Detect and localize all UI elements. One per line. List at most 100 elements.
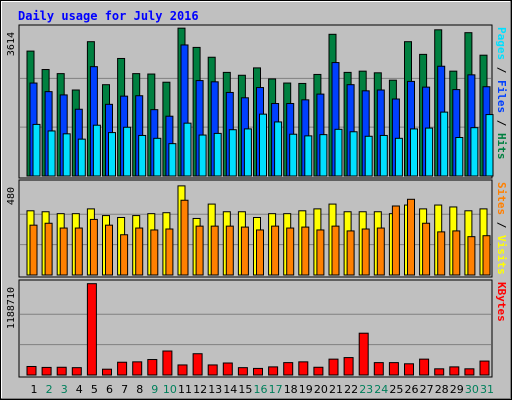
pages-bar-day-25 [394,137,403,177]
kbytes-bar-day-2 [41,366,52,376]
day-label-3: 3 [61,383,68,396]
sites-bar-day-21 [331,225,340,276]
sites-bar-day-7 [120,234,129,276]
pages-bar-day-4 [77,138,86,177]
day-label-18: 18 [284,383,298,396]
sites-bar-day-19 [301,226,310,276]
kbytes-bar-day-7 [117,361,128,376]
pages-bar-day-22 [349,131,358,177]
series-label-part: / [495,215,508,235]
day-label-25: 25 [389,383,403,396]
series-label-part: Pages [495,27,508,60]
sites-bar-day-26 [407,198,415,276]
bottom-panel-bg [18,279,493,378]
sites-bar-day-20 [316,229,325,276]
sites-bar-day-11 [180,199,189,276]
day-label-24: 24 [374,383,388,396]
day-label-22: 22 [344,383,358,396]
kbytes-bar-day-28 [434,368,445,376]
series-label-part: Sites [495,182,508,215]
day-label-9: 9 [151,383,158,396]
day-label-26: 26 [405,383,419,396]
day-label-14: 14 [223,383,237,396]
kbytes-bar-day-14 [222,362,233,376]
sites-bar-day-1 [29,224,38,276]
day-label-27: 27 [420,383,434,396]
pages-bar-day-14 [228,129,237,177]
series-label-part: / [495,113,508,133]
kbytes-bar-day-18 [283,362,294,376]
sites-bar-day-28 [437,231,446,276]
pages-bar-day-16 [259,113,267,177]
series-label-part: Files [495,80,508,113]
day-label-2: 2 [46,383,53,396]
sites-bar-day-17 [271,225,280,276]
pages-bar-day-30 [470,127,479,177]
day-label-10: 10 [163,383,177,396]
sites-bar-day-2 [44,222,53,276]
pages-bar-day-1 [32,123,41,177]
pages-bar-day-2 [47,130,56,177]
sites-bar-day-3 [59,227,68,276]
kbytes-bar-day-29 [449,366,460,376]
pages-bar-day-27 [425,127,434,177]
kbytes-bar-day-20 [313,366,324,376]
sites-bar-day-30 [467,236,476,276]
sites-bar-day-25 [391,205,400,276]
pages-bar-day-20 [319,134,328,177]
kbytes-bar-day-13 [207,364,218,376]
pages-bar-day-23 [364,135,373,177]
day-label-15: 15 [238,383,252,396]
chart-marks [20,27,494,376]
day-axis: 1 2 3 4 5 6 7 8 9 10 11 12 13 14 15 16 17 18 19 20 21 22 23 24 2… [31,383,495,396]
pages-bar-day-12 [198,134,207,177]
sites-bar-day-6 [105,224,113,276]
pages-bar-day-17 [274,121,283,177]
day-label-13: 13 [208,383,222,396]
pages-bar-day-3 [62,133,71,177]
pages-bar-day-11 [183,122,192,177]
sites-bar-day-5 [89,218,98,276]
pages-bar-day-13 [213,132,222,177]
series-label-part: Visits [495,235,508,275]
day-label-29: 29 [450,383,464,396]
pages-bar-day-28 [440,111,449,177]
pages-bar-day-9 [153,137,162,177]
kbytes-bar-day-24 [373,362,384,376]
kbytes-bar-day-19 [298,361,309,376]
pages-bar-day-24 [379,134,388,177]
day-label-17: 17 [269,383,283,396]
day-label-28: 28 [435,383,449,396]
kbytes-bar-day-17 [268,366,279,376]
kbytes-bar-day-9 [147,359,158,376]
sites-bar-day-31 [482,235,491,276]
kbytes-bar-day-25 [388,362,399,376]
kbytes-bar-day-3 [56,366,67,376]
kbytes-bar-day-6 [102,368,112,376]
day-label-31: 31 [480,383,494,396]
day-label-30: 30 [465,383,479,396]
kbytes-bar-day-30 [464,368,475,376]
day-label-12: 12 [193,383,207,396]
kbytes-bar-day-11 [177,364,188,376]
kbytes-bar-day-5 [86,283,97,376]
pages-bar-day-10 [168,143,177,177]
bottom-ymax-label: 1188710 [6,287,17,329]
kbytes-bar-day-15 [237,367,248,376]
day-label-8: 8 [136,383,143,396]
sites-bar-day-24 [376,227,385,276]
series-label-middle: Sites / Visits [495,182,508,275]
kbytes-bar-day-21 [328,358,339,376]
day-label-1: 1 [31,383,38,396]
sites-bar-day-4 [74,227,83,276]
sites-bar-day-8 [135,227,144,276]
kbytes-bar-day-31 [479,360,490,376]
series-label-part: / [495,60,508,80]
sites-bar-day-23 [361,228,370,276]
sites-bar-day-9 [150,229,159,276]
sites-bar-day-16 [256,229,264,276]
day-label-7: 7 [121,383,128,396]
kbytes-bar-day-27 [419,358,430,376]
day-label-11: 11 [178,383,192,396]
